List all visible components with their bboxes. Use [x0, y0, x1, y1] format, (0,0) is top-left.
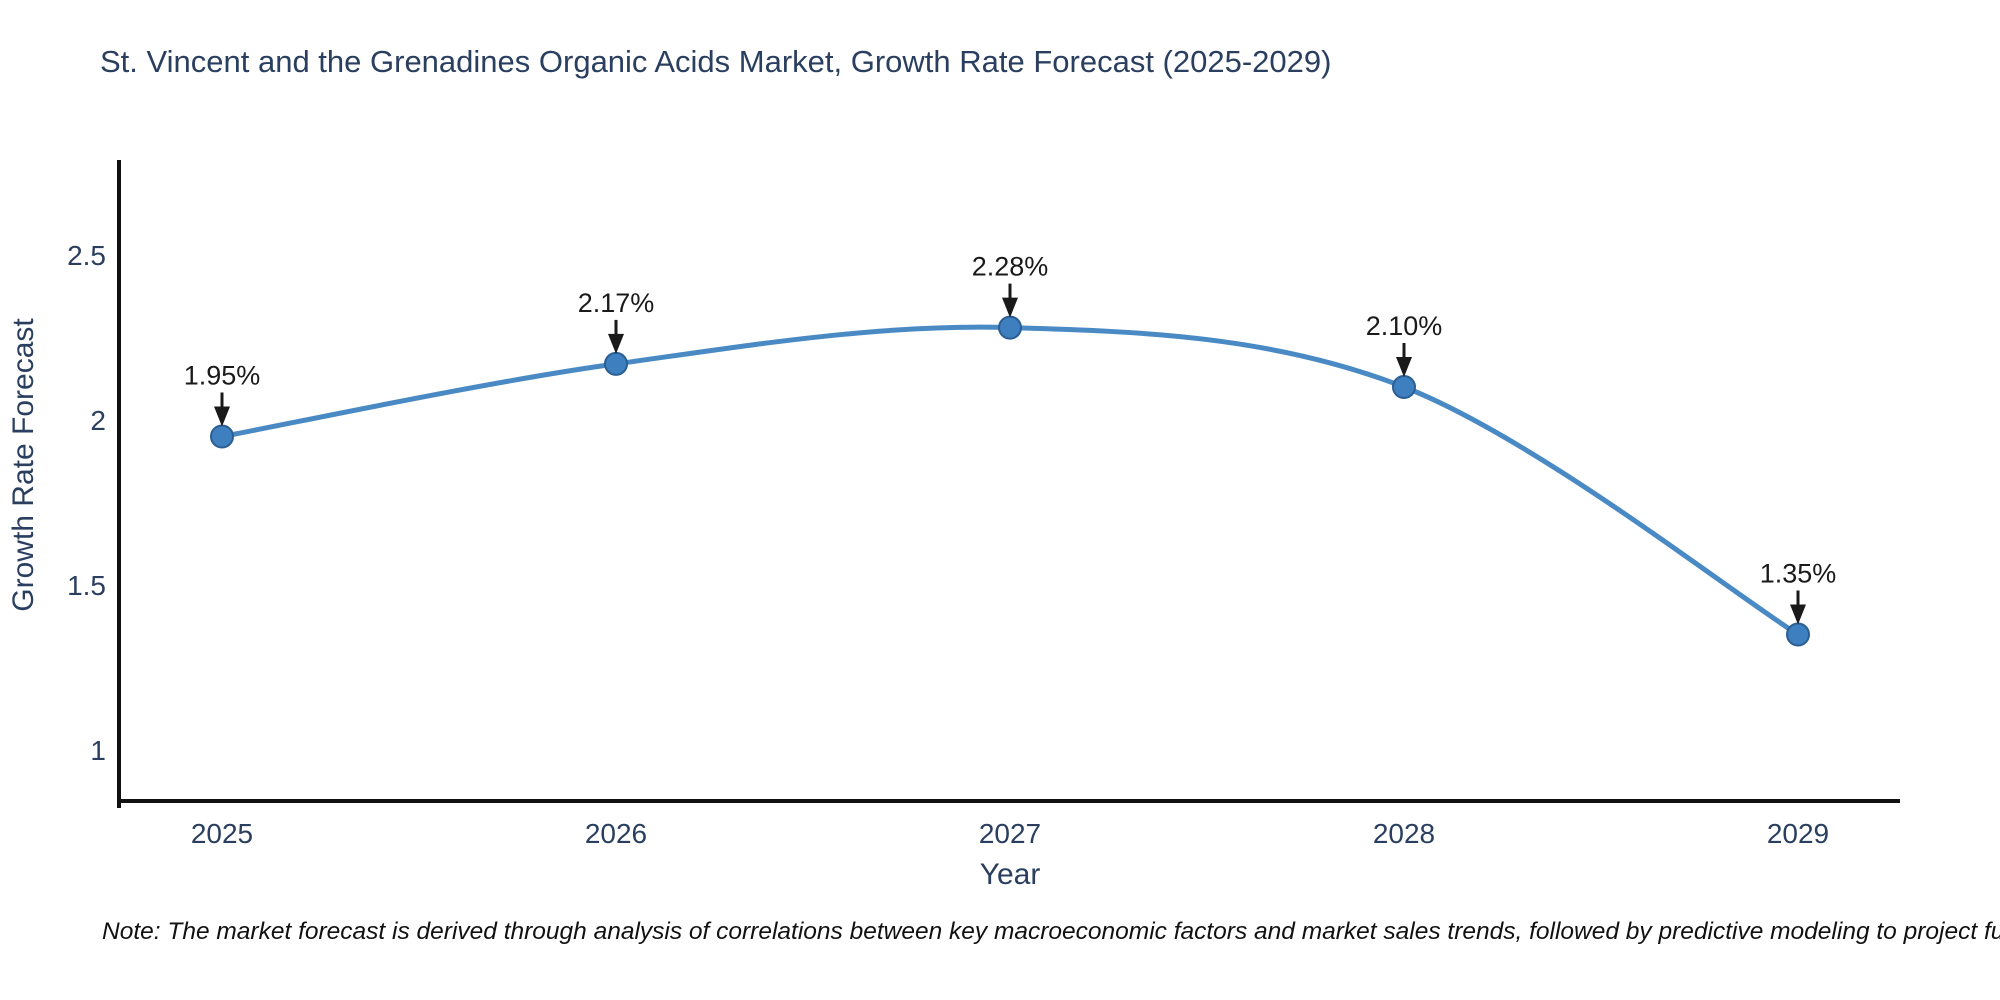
x-tick-label-2029: 2029 — [1767, 818, 1829, 849]
data-point-2028 — [1392, 375, 1416, 399]
y-axis-title: Growth Rate Forecast — [7, 318, 40, 612]
annotation-arrow-head-2026 — [608, 333, 624, 354]
annotation-arrow-head-2027 — [1002, 297, 1018, 318]
annotation-arrow-head-2028 — [1396, 357, 1412, 377]
footnote: Note: The market forecast is derived thr… — [102, 918, 2000, 945]
y-tick-label-2: 2 — [90, 405, 106, 436]
point-label-2027: 2.28% — [972, 252, 1049, 282]
data-point-2026 — [604, 351, 628, 376]
x-tick-label-2026: 2026 — [585, 818, 647, 849]
point-label-2028: 2.10% — [1366, 311, 1443, 341]
trend-line — [219, 324, 1801, 637]
data-point-2025 — [210, 424, 234, 449]
y-tick-label-1.5: 1.5 — [67, 570, 106, 601]
point-label-2025: 1.95% — [184, 361, 261, 391]
annotation-arrow-head-2025 — [214, 406, 230, 427]
chart-title: St. Vincent and the Grenadines Organic A… — [100, 44, 1332, 79]
annotation-arrow-head-2029 — [1790, 604, 1806, 625]
y-tick-label-2.5: 2.5 — [67, 240, 106, 271]
data-point-2027 — [998, 315, 1022, 340]
x-axis-title: Year — [979, 858, 1041, 891]
point-label-2026: 2.17% — [578, 288, 655, 318]
data-point-2029 — [1786, 622, 1810, 647]
x-tick-label-2027: 2027 — [979, 818, 1041, 849]
y-tick-label-1: 1 — [90, 735, 106, 766]
point-label-2029: 1.35% — [1760, 559, 1837, 589]
x-tick-label-2025: 2025 — [191, 818, 253, 849]
x-tick-label-2028: 2028 — [1373, 818, 1435, 849]
